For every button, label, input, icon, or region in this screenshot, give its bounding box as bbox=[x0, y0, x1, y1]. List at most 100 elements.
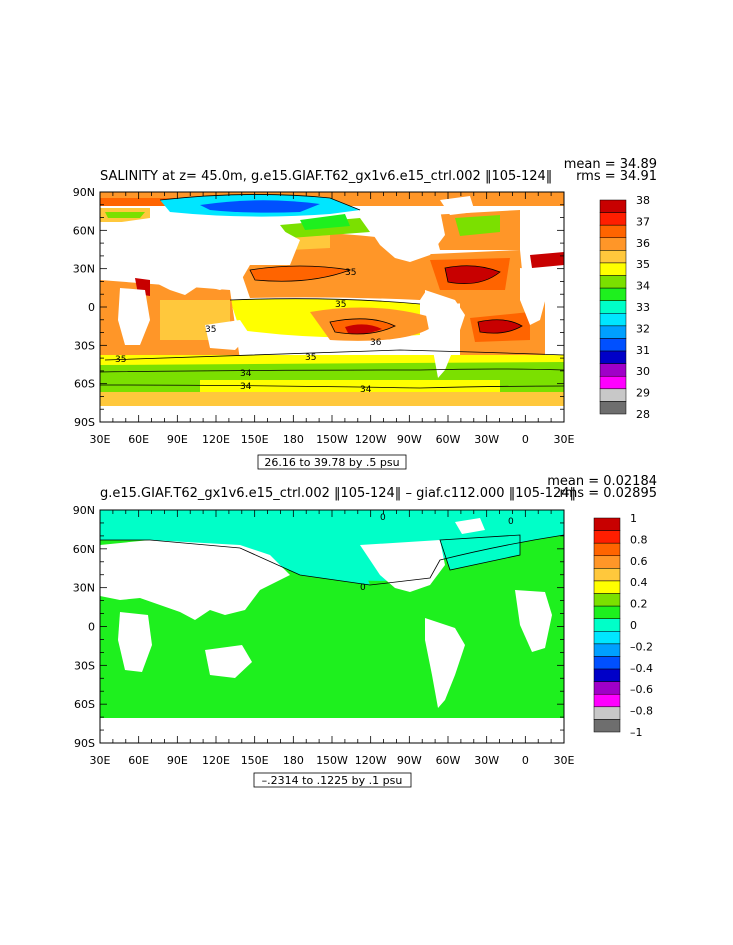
eurasia-a bbox=[100, 218, 300, 295]
lon-label: 150W bbox=[316, 754, 348, 767]
lat-label: 90S bbox=[74, 416, 95, 429]
lon-label: 30W bbox=[474, 433, 499, 446]
contour-label: 35 bbox=[335, 300, 346, 310]
salinity-field: 35 35 35 36 35 34 34 34 35 bbox=[100, 192, 564, 422]
colorbar-swatch bbox=[593, 618, 621, 632]
south-america-b bbox=[425, 618, 465, 708]
colorbar-swatch bbox=[599, 275, 627, 289]
colorbar-label: 0.2 bbox=[630, 598, 648, 611]
panel-title: SALINITY at z= 45.0m, g.e15.GIAF.T62_gx1… bbox=[100, 169, 552, 184]
labrador-cyan bbox=[440, 535, 520, 570]
colorbar-swatch bbox=[593, 517, 621, 531]
colorbar-label: 33 bbox=[636, 301, 650, 314]
lat-label: 90N bbox=[73, 504, 95, 517]
north-atlantic-core bbox=[445, 265, 500, 284]
colorbar-swatch bbox=[599, 363, 627, 377]
lon-label: 90W bbox=[397, 754, 422, 767]
contour-label: 0 bbox=[380, 513, 386, 523]
colorbar-label: –0.8 bbox=[630, 705, 653, 718]
lon-axis: 30E 60E 90E 120E 150E 180 150W 120W 90W … bbox=[90, 433, 575, 446]
colorbar-labels: 1 0.8 0.6 0.4 0.2 0 –0.2 –0.4 –0.6 –0.8 … bbox=[630, 512, 653, 739]
lat-label: 60S bbox=[74, 378, 95, 391]
lon-axis: 30E 60E 90E 120E 150E 180 150W 120W 90W … bbox=[90, 754, 575, 767]
colorbar-swatch bbox=[593, 580, 621, 594]
difference-field: 0 0 0 bbox=[100, 510, 564, 743]
colorbar-label: 32 bbox=[636, 322, 650, 335]
colorbar-swatch bbox=[599, 388, 627, 402]
north-america-a bbox=[360, 210, 445, 262]
mediterranean bbox=[530, 252, 564, 268]
lat-label: 60N bbox=[73, 224, 95, 237]
labrador-sea bbox=[455, 215, 500, 236]
rms-label: rms = 34.91 bbox=[576, 169, 657, 184]
lon-label: 90E bbox=[167, 754, 188, 767]
colorbar-swatch bbox=[593, 530, 621, 544]
lat-label: 90N bbox=[73, 186, 95, 199]
colorbar-swatch bbox=[593, 542, 621, 557]
lat-label: 0 bbox=[88, 621, 95, 634]
colorbar-swatch bbox=[599, 350, 627, 364]
lon-label: 30E bbox=[90, 433, 111, 446]
mean-label: mean = 0.02184 bbox=[547, 474, 657, 489]
colorbar-label: 35 bbox=[636, 258, 650, 271]
axis-ticks bbox=[99, 509, 565, 744]
antarctic-shelf bbox=[100, 392, 564, 408]
eurasia-b bbox=[100, 540, 290, 620]
colorbar-swatch bbox=[599, 212, 627, 226]
colorbar-label: –0.2 bbox=[630, 640, 653, 653]
colorbar-swatch bbox=[593, 555, 621, 569]
colorbar bbox=[593, 517, 621, 733]
lat-axis: 90N 60N 30N 0 30S 60S 90S bbox=[73, 186, 95, 429]
lat-label: 30S bbox=[74, 339, 95, 352]
colorbar-label: 28 bbox=[636, 408, 650, 421]
colorbar-label: 29 bbox=[636, 387, 650, 400]
contour-label: 34 bbox=[360, 385, 372, 395]
colorbar-swatch bbox=[599, 287, 627, 301]
colorbar-label: 1 bbox=[630, 512, 637, 525]
australia-a bbox=[205, 320, 250, 350]
lon-label: 180 bbox=[283, 754, 304, 767]
range-box: –.2314 to .1225 by .1 psu bbox=[253, 772, 412, 788]
colorbar bbox=[599, 199, 627, 415]
colorbar-label: 37 bbox=[636, 215, 650, 228]
lon-label: 30W bbox=[474, 754, 499, 767]
colorbar-swatch bbox=[599, 401, 627, 415]
contour-label: 34 bbox=[240, 382, 252, 392]
contour-label: 0 bbox=[360, 583, 366, 593]
colorbar-label: –1 bbox=[630, 726, 643, 739]
colorbar-swatch bbox=[599, 338, 627, 352]
lon-label: 60E bbox=[128, 433, 149, 446]
lon-label: 180 bbox=[283, 433, 304, 446]
colorbar-label: 38 bbox=[636, 194, 650, 207]
colorbar-label: 0 bbox=[630, 619, 637, 632]
colorbar-swatch bbox=[599, 199, 627, 213]
panel-salinity: SALINITY at z= 45.0m, g.e15.GIAF.T62_gx1… bbox=[73, 157, 657, 470]
colorbar-swatch bbox=[599, 325, 627, 339]
colorbar-swatch bbox=[599, 224, 627, 239]
panel-difference: g.e15.GIAF.T62_gx1v6.e15_ctrl.002 ‖105-1… bbox=[73, 474, 657, 788]
lon-label: 120E bbox=[202, 754, 230, 767]
lat-axis: 90N 60N 30N 0 30S 60S 90S bbox=[73, 504, 95, 750]
contour-label: 0 bbox=[508, 517, 514, 527]
contour-label-group: 35 35 35 36 35 34 34 34 35 bbox=[115, 268, 382, 395]
colorbar-label: 34 bbox=[636, 280, 650, 293]
colorbar-swatch bbox=[593, 693, 621, 708]
lon-label: 0 bbox=[522, 433, 529, 446]
lon-label: 90W bbox=[397, 433, 422, 446]
arctic-fresh-core bbox=[200, 200, 320, 213]
contour-label: 36 bbox=[370, 338, 382, 348]
panel-title: g.e15.GIAF.T62_gx1v6.e15_ctrl.002 ‖105-1… bbox=[100, 486, 576, 501]
subpolar-pacific-core bbox=[300, 214, 350, 230]
contour-label: 35 bbox=[115, 355, 126, 365]
colorbar-label: 0.6 bbox=[630, 555, 648, 568]
africa-west-a bbox=[520, 268, 548, 325]
colorbar-swatch bbox=[593, 668, 621, 682]
colorbar-swatch bbox=[593, 605, 621, 619]
colorbar-label: 0.4 bbox=[630, 576, 648, 589]
colorbar-label: –0.6 bbox=[630, 683, 653, 696]
salinity-contours bbox=[100, 194, 564, 389]
contour-label-group: 0 0 0 bbox=[360, 513, 514, 593]
lon-label: 150E bbox=[241, 754, 269, 767]
colorbar-swatch bbox=[593, 593, 621, 607]
